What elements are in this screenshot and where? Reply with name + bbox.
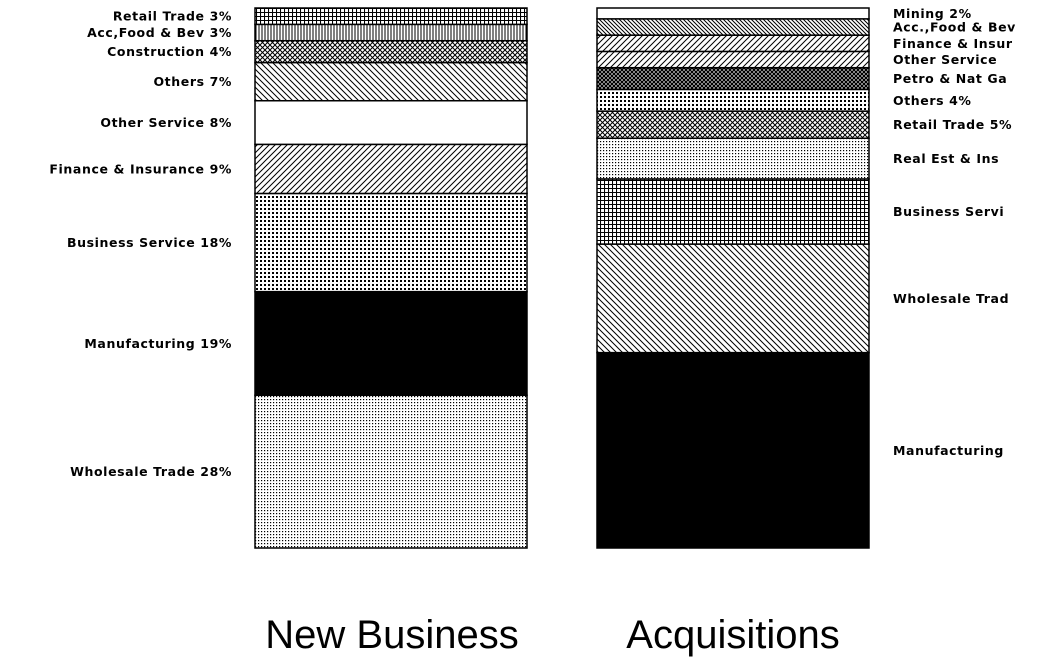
label-wholesale-trade: Wholesale Trade 28% (70, 464, 232, 479)
label-acc-food-bev: Acc,Food & Bev 3% (87, 25, 232, 40)
segment-others (254, 61, 528, 102)
acquisitions-bar (596, 7, 870, 549)
label-wholesale-trade: Wholesale Trad (893, 291, 1009, 306)
segment-acc-food-bev (254, 23, 528, 42)
label-other-service: Other Service (893, 52, 997, 67)
label-manufacturing: Manufacturing (893, 443, 1004, 458)
segment-wholesale-trade (596, 243, 870, 354)
segment-real-est-ins (596, 137, 870, 180)
label-real-est-ins: Real Est & Ins (893, 151, 999, 166)
segment-finance-insurance (254, 143, 528, 195)
new-business-labels: Retail Trade 3%Acc,Food & Bev 3% Construc… (49, 9, 232, 479)
segment-business-service (596, 178, 870, 245)
acquisitions-title: Acquisitions (626, 613, 839, 657)
segment-wholesale-trade (254, 394, 528, 549)
segment-manufacturing (254, 290, 528, 397)
segment-finance-insurance (596, 34, 870, 53)
new-business-title: New Business (265, 613, 518, 657)
label-others: Others 4% (893, 93, 972, 108)
label-business-service: Business Service 18% (67, 235, 232, 250)
label-retail-trade: Retail Trade 3% (113, 9, 232, 24)
label-other-service: Other Service 8% (100, 115, 232, 130)
segment-construction (254, 39, 528, 64)
segment-other-service (596, 50, 870, 69)
label-retail-trade: Retail Trade 5% (893, 117, 1012, 132)
new-business-bar (254, 7, 528, 549)
label-finance-insurance: Finance & Insurance 9% (49, 161, 232, 176)
segment-business-service (254, 192, 528, 293)
label-finance-insurance: Finance & Insur (893, 36, 1013, 51)
segment-acc-food-bev (596, 18, 870, 36)
label-acc-food-bev: Acc.,Food & Bev (893, 19, 1016, 34)
label-business-service: Business Servi (893, 204, 1004, 219)
label-petro-nat-gas: Petro & Nat Ga (893, 71, 1007, 86)
label-manufacturing: Manufacturing 19% (84, 336, 232, 351)
label-others: Others 7% (153, 74, 232, 89)
segment-mining (596, 7, 870, 20)
segment-petro-nat-gas (596, 66, 870, 91)
segment-other-service (254, 99, 528, 146)
segment-retail-trade (596, 110, 870, 140)
segment-retail-trade (254, 7, 528, 26)
segment-others (596, 88, 870, 112)
label-construction: Construction 4% (107, 44, 232, 59)
segment-manufacturing (596, 351, 870, 549)
label-mining: Mining 2% (893, 6, 972, 21)
